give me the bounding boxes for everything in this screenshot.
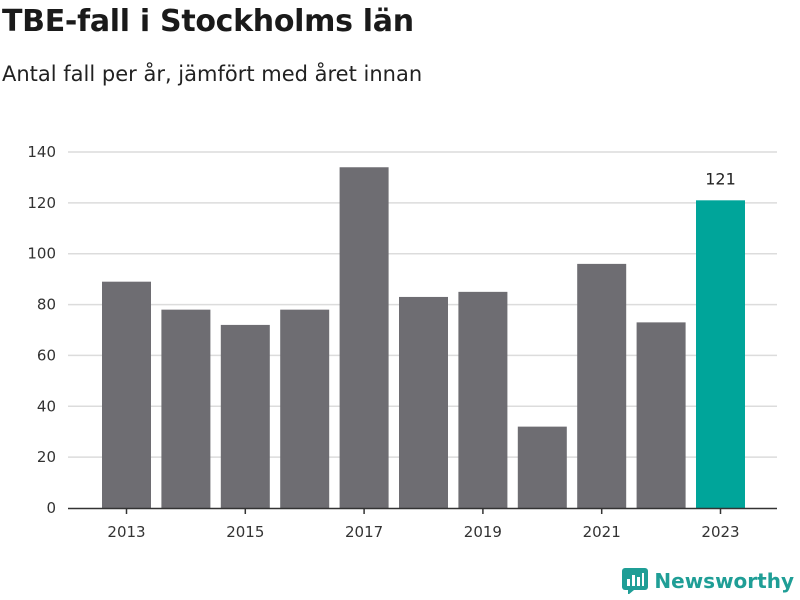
x-tick-label: 2023 bbox=[701, 523, 739, 541]
data-labels: 121 bbox=[705, 169, 736, 188]
bars bbox=[102, 167, 745, 509]
y-tick-label: 120 bbox=[27, 194, 56, 212]
y-tick-label: 100 bbox=[27, 245, 56, 263]
bar-2022 bbox=[636, 322, 686, 508]
y-tick-label: 40 bbox=[37, 397, 56, 415]
y-tick-label: 80 bbox=[37, 296, 56, 314]
newsworthy-logo-icon bbox=[622, 568, 649, 594]
chart-title: TBE-fall i Stockholms län bbox=[2, 4, 414, 39]
bar-2021 bbox=[577, 263, 627, 508]
bar-2023 bbox=[696, 200, 745, 509]
x-tick-label: 2013 bbox=[107, 523, 145, 541]
y-tick-label: 0 bbox=[46, 499, 56, 517]
x-tick-label: 2015 bbox=[226, 523, 264, 541]
brand-name: Newsworthy bbox=[654, 569, 794, 593]
y-tick-label: 60 bbox=[37, 346, 56, 364]
newsworthy-logo: Newsworthy bbox=[622, 568, 794, 594]
y-tick-label: 140 bbox=[27, 143, 56, 161]
chart-subtitle: Antal fall per år, jämfört med året inna… bbox=[2, 62, 423, 86]
bar-2020 bbox=[517, 426, 567, 508]
bar-2014 bbox=[161, 309, 211, 508]
bar-2015 bbox=[220, 324, 270, 508]
x-tick-label: 2019 bbox=[464, 523, 502, 541]
bar-2017 bbox=[339, 167, 389, 508]
y-tick-label: 20 bbox=[37, 448, 56, 466]
bar-2019 bbox=[458, 291, 508, 508]
bar-2018 bbox=[399, 296, 448, 508]
x-tick-label: 2017 bbox=[345, 523, 383, 541]
y-axis-ticks: 0 20 40 60 80 100 120 140 bbox=[27, 143, 56, 517]
data-label-2023: 121 bbox=[705, 169, 736, 188]
x-tick-label: 2021 bbox=[583, 523, 621, 541]
bar-2016 bbox=[280, 309, 330, 508]
bar-2013 bbox=[102, 281, 151, 508]
x-axis-ticks: 2013 2015 2017 2019 2021 2023 bbox=[107, 508, 740, 541]
